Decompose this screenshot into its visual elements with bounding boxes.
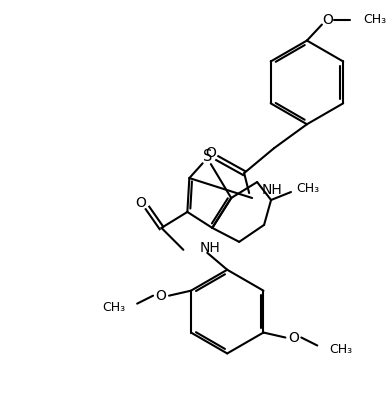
Text: CH₃: CH₃: [329, 343, 352, 356]
Text: O: O: [156, 289, 167, 303]
Text: CH₃: CH₃: [296, 181, 319, 194]
Text: O: O: [323, 13, 333, 27]
Text: CH₃: CH₃: [364, 13, 387, 26]
Text: CH₃: CH₃: [102, 301, 125, 314]
Text: NH: NH: [262, 183, 283, 197]
Text: O: O: [288, 331, 299, 345]
Text: O: O: [135, 196, 146, 210]
Text: S: S: [203, 148, 212, 164]
Text: O: O: [205, 146, 216, 160]
Text: NH: NH: [199, 241, 220, 255]
